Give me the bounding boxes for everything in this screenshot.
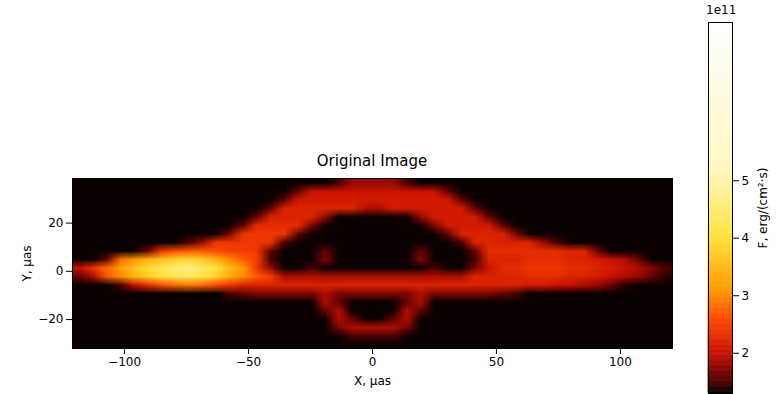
svg-text:4: 4 <box>742 231 750 245</box>
svg-text:F, erg/(cm²·s): F, erg/(cm²·s) <box>756 168 770 249</box>
svg-text:0: 0 <box>369 355 377 369</box>
svg-text:20: 20 <box>48 216 63 230</box>
svg-text:50: 50 <box>489 355 504 369</box>
svg-text:3: 3 <box>742 289 750 303</box>
svg-text:100: 100 <box>609 355 632 369</box>
svg-text:−20: −20 <box>38 312 63 326</box>
html-text:Original Image: Original Image <box>316 152 428 170</box>
html-text:1e11: 1e11 <box>706 3 737 17</box>
svg-text:2: 2 <box>742 346 750 360</box>
svg-text:5: 5 <box>742 174 750 188</box>
svg-text:0: 0 <box>56 264 64 278</box>
svg-text:−100: −100 <box>108 355 141 369</box>
svg-text:−50: −50 <box>236 355 261 369</box>
svg-text:Y, μas: Y, μas <box>20 245 34 282</box>
svg-text:X, μas: X, μas <box>354 374 391 388</box>
